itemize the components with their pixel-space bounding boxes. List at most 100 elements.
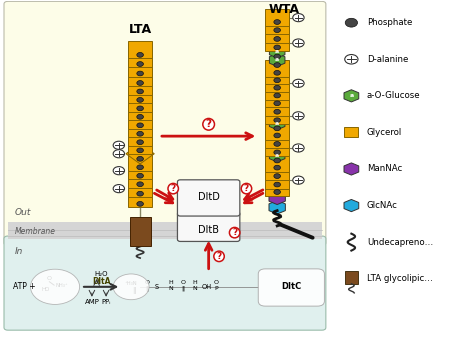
Circle shape xyxy=(274,37,281,41)
Circle shape xyxy=(274,182,281,187)
Text: ATP +: ATP + xyxy=(12,282,35,291)
Circle shape xyxy=(137,202,144,206)
Text: NH₃⁺: NH₃⁺ xyxy=(55,283,68,288)
Polygon shape xyxy=(265,35,289,51)
Text: Glycerol: Glycerol xyxy=(367,128,402,137)
Text: D-alanine: D-alanine xyxy=(367,55,408,64)
Text: a: a xyxy=(275,121,279,126)
Polygon shape xyxy=(128,78,152,95)
Circle shape xyxy=(274,85,281,90)
Circle shape xyxy=(274,63,281,67)
Circle shape xyxy=(274,118,281,123)
Polygon shape xyxy=(265,107,289,124)
FancyBboxPatch shape xyxy=(177,212,240,241)
Circle shape xyxy=(274,150,281,155)
Text: Undecapreno…: Undecapreno… xyxy=(367,238,433,246)
Polygon shape xyxy=(269,191,285,205)
Text: H: H xyxy=(192,280,197,285)
Polygon shape xyxy=(265,179,289,196)
Polygon shape xyxy=(128,154,152,171)
Text: Phosphate: Phosphate xyxy=(367,18,412,27)
Polygon shape xyxy=(265,139,289,156)
Text: ‖: ‖ xyxy=(146,286,149,291)
Text: ?: ? xyxy=(232,228,237,237)
Polygon shape xyxy=(128,60,152,77)
Circle shape xyxy=(113,141,125,149)
Text: WTA: WTA xyxy=(269,3,300,16)
Circle shape xyxy=(274,20,281,24)
Polygon shape xyxy=(265,67,289,84)
Polygon shape xyxy=(265,123,289,139)
Circle shape xyxy=(274,78,281,83)
Polygon shape xyxy=(128,69,152,86)
Circle shape xyxy=(137,131,144,136)
Text: ?: ? xyxy=(244,184,249,193)
Circle shape xyxy=(274,93,281,98)
Text: P: P xyxy=(214,286,218,291)
Circle shape xyxy=(137,115,144,119)
Circle shape xyxy=(137,52,144,57)
Circle shape xyxy=(137,89,144,94)
Text: ManNAc: ManNAc xyxy=(367,165,402,173)
Text: DltD: DltD xyxy=(198,192,219,202)
Polygon shape xyxy=(128,120,152,137)
Polygon shape xyxy=(269,45,285,58)
Circle shape xyxy=(274,109,281,114)
Polygon shape xyxy=(128,50,152,67)
Text: O: O xyxy=(47,276,52,281)
Circle shape xyxy=(293,144,304,152)
FancyBboxPatch shape xyxy=(258,269,324,306)
Circle shape xyxy=(30,269,80,304)
Circle shape xyxy=(345,18,357,27)
Text: DltA: DltA xyxy=(92,277,110,286)
Polygon shape xyxy=(269,53,285,66)
Polygon shape xyxy=(265,90,289,107)
Polygon shape xyxy=(128,129,152,146)
Circle shape xyxy=(274,158,281,163)
Circle shape xyxy=(137,182,144,187)
Polygon shape xyxy=(344,200,359,211)
Circle shape xyxy=(137,71,144,76)
Circle shape xyxy=(137,173,144,178)
Circle shape xyxy=(345,54,358,64)
Text: N: N xyxy=(192,286,197,291)
Circle shape xyxy=(293,79,304,87)
Text: ‖: ‖ xyxy=(181,286,184,291)
Text: a: a xyxy=(275,153,279,158)
Circle shape xyxy=(274,70,281,75)
Polygon shape xyxy=(128,112,152,129)
Text: ⁺H₃N: ⁺H₃N xyxy=(125,281,137,286)
Circle shape xyxy=(137,140,144,144)
Polygon shape xyxy=(265,155,289,172)
Text: AMP: AMP xyxy=(84,299,100,305)
Text: S: S xyxy=(155,284,159,290)
Text: OH: OH xyxy=(201,284,211,290)
Polygon shape xyxy=(265,99,289,116)
FancyBboxPatch shape xyxy=(4,1,326,245)
Circle shape xyxy=(137,148,144,153)
Text: ?: ? xyxy=(206,119,212,129)
Polygon shape xyxy=(265,60,289,77)
FancyBboxPatch shape xyxy=(4,236,326,330)
Circle shape xyxy=(113,185,125,193)
Polygon shape xyxy=(344,128,358,137)
Bar xyxy=(8,222,322,239)
Circle shape xyxy=(137,81,144,85)
Polygon shape xyxy=(128,86,152,103)
Text: a: a xyxy=(275,49,279,54)
Text: HO: HO xyxy=(41,287,50,292)
Polygon shape xyxy=(126,143,155,164)
Polygon shape xyxy=(265,83,289,100)
Text: a-O-Glucose: a-O-Glucose xyxy=(367,91,420,100)
Polygon shape xyxy=(265,131,289,148)
Polygon shape xyxy=(269,117,285,130)
Polygon shape xyxy=(128,95,152,112)
Text: H₂O: H₂O xyxy=(95,271,108,277)
Circle shape xyxy=(274,126,281,131)
Text: In: In xyxy=(15,247,23,256)
Text: O: O xyxy=(213,280,218,285)
Text: ‖: ‖ xyxy=(132,287,135,294)
Circle shape xyxy=(274,174,281,178)
Circle shape xyxy=(274,190,281,194)
Polygon shape xyxy=(128,41,152,58)
